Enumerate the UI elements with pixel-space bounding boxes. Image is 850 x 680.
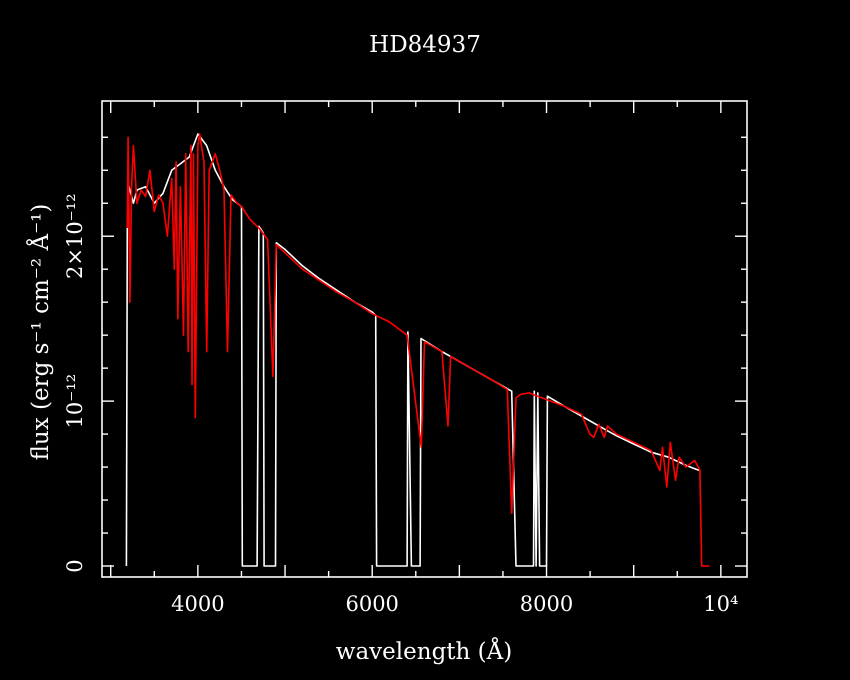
y-tick-label: 10⁻¹² [63, 374, 87, 429]
x-tick-label: 8000 [520, 592, 573, 616]
y-tick-label: 0 [63, 559, 87, 572]
x-tick-label: 6000 [345, 592, 398, 616]
x-tick-label: 10⁴ [703, 592, 738, 616]
x-tick-label: 4000 [171, 592, 224, 616]
y-axis-label: flux (erg s⁻¹ cm⁻² Å⁻¹) [26, 204, 54, 461]
plot-frame [101, 100, 748, 578]
chart-title: HD84937 [369, 32, 481, 58]
series-layer [125, 133, 710, 567]
ticks-layer [102, 101, 747, 577]
series-line-2 [126, 133, 710, 567]
x-axis-label: wavelength (Å) [336, 637, 512, 665]
y-tick-label: 2×10⁻¹² [63, 193, 87, 279]
tick-labels-layer: 4000 6000 8000 10⁴ 0 10⁻¹² 2×10⁻¹² [63, 193, 738, 616]
